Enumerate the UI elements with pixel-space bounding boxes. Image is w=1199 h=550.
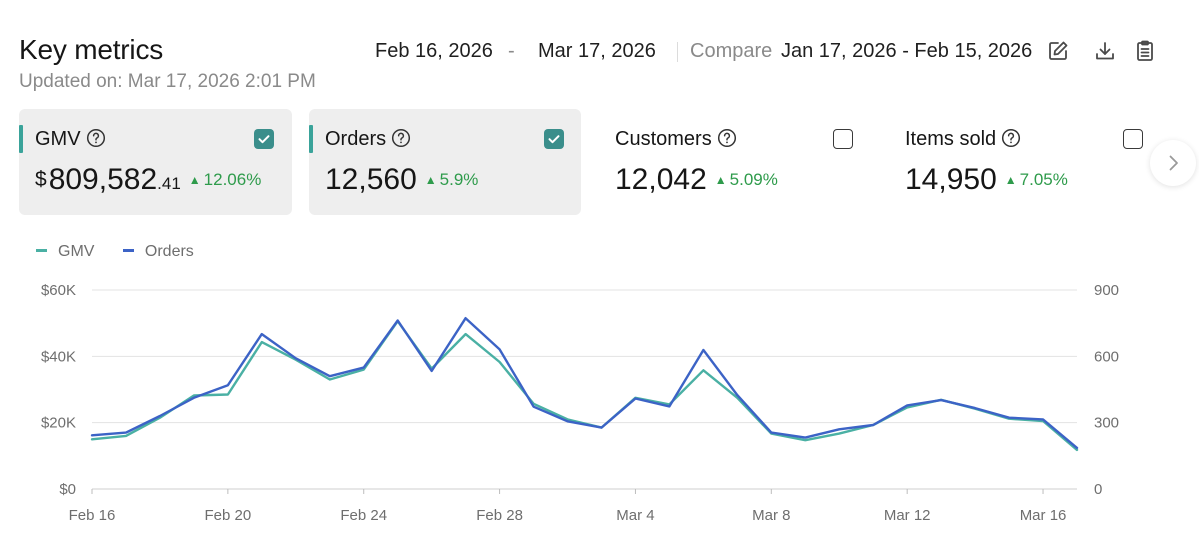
series-line-orders bbox=[90, 317, 1079, 450]
chart-legend: GMV Orders bbox=[36, 243, 218, 261]
y-right-tick-label: 600 bbox=[1094, 348, 1119, 365]
x-tick-label: Feb 28 bbox=[476, 507, 523, 524]
y-right-tick-label: 300 bbox=[1094, 415, 1119, 432]
value-cents: .41 bbox=[157, 174, 181, 193]
y-left-tick-label: $0 bbox=[59, 481, 76, 498]
legend-swatch-orders bbox=[122, 249, 134, 252]
change-indicator: ▲ 5.9% bbox=[424, 170, 479, 189]
x-tick-label: Mar 16 bbox=[1020, 507, 1067, 524]
divider bbox=[677, 42, 678, 62]
change-indicator: ▲ 5.09% bbox=[714, 170, 778, 189]
clipboard-icon[interactable] bbox=[1133, 39, 1157, 63]
y-left-tick-label: $40K bbox=[41, 348, 76, 365]
download-icon[interactable] bbox=[1093, 39, 1117, 63]
trend-up-icon: ▲ bbox=[714, 173, 727, 187]
line-chart: $0 0 $20K 300 $40K 600 $60K 900 Feb 16 Feb 20 Feb … bbox=[41, 282, 1119, 524]
help-icon[interactable] bbox=[1001, 128, 1021, 154]
y-left-tick-label: $20K bbox=[41, 415, 76, 432]
metric-label: Customers bbox=[615, 128, 737, 154]
legend-swatch-gmv bbox=[36, 249, 47, 252]
change-indicator: ▲ 12.06% bbox=[188, 170, 262, 189]
y-right-tick-label: 900 bbox=[1094, 282, 1119, 299]
y-left-tick-label: $60K bbox=[41, 282, 76, 299]
y-right-tick-label: 0 bbox=[1094, 481, 1102, 498]
help-icon[interactable] bbox=[391, 128, 411, 154]
value-main: 12,042 bbox=[615, 163, 707, 196]
x-tick-label: Feb 20 bbox=[205, 507, 252, 524]
x-tick-label: Feb 24 bbox=[340, 507, 387, 524]
change-indicator: ▲ 7.05% bbox=[1004, 170, 1068, 189]
metric-card-customers[interactable]: Customers 12,042 ▲ 5.09% bbox=[599, 109, 869, 215]
metric-value: 12,560 ▲ 5.9% bbox=[325, 163, 478, 197]
edit-icon[interactable] bbox=[1046, 39, 1070, 63]
metric-label: GMV bbox=[35, 128, 106, 154]
orders-checkbox[interactable] bbox=[544, 129, 564, 149]
date-range-end[interactable]: Mar 17, 2026 bbox=[538, 40, 656, 62]
compare-label: Compare bbox=[690, 40, 773, 62]
metric-card-orders[interactable]: Orders 12,560 ▲ 5.9% bbox=[309, 109, 581, 215]
value-main: 14,950 bbox=[905, 163, 997, 196]
trend-up-icon: ▲ bbox=[1004, 173, 1017, 187]
trend-up-icon: ▲ bbox=[188, 173, 201, 187]
help-icon[interactable] bbox=[86, 128, 106, 154]
value-main: 809,582 bbox=[48, 163, 158, 196]
metric-label: Items sold bbox=[905, 128, 1021, 154]
metric-card-gmv[interactable]: GMV $809,582.41 ▲ 12.06% bbox=[19, 109, 292, 215]
currency-symbol: $ bbox=[35, 168, 47, 191]
date-range-start[interactable]: Feb 16, 2026 bbox=[375, 40, 493, 62]
trend-up-icon: ▲ bbox=[424, 173, 437, 187]
page-title: Key metrics bbox=[19, 34, 164, 65]
x-tick-label: Mar 4 bbox=[616, 507, 654, 524]
items-sold-checkbox[interactable] bbox=[1123, 129, 1143, 149]
legend-item-gmv[interactable]: GMV bbox=[36, 243, 94, 261]
x-tick-label: Feb 16 bbox=[69, 507, 116, 524]
next-cards-button[interactable] bbox=[1150, 140, 1196, 186]
date-range-separator: - bbox=[508, 40, 515, 62]
metric-value: 14,950 ▲ 7.05% bbox=[905, 163, 1068, 197]
card-accent-bar bbox=[19, 125, 23, 153]
x-tick-label: Mar 8 bbox=[752, 507, 790, 524]
gmv-checkbox[interactable] bbox=[254, 129, 274, 149]
chevron-right-icon bbox=[1169, 155, 1178, 171]
metric-label: Orders bbox=[325, 128, 411, 154]
customers-checkbox[interactable] bbox=[833, 129, 853, 149]
metric-value: $809,582.41 ▲ 12.06% bbox=[35, 163, 261, 197]
legend-item-orders[interactable]: Orders bbox=[122, 243, 194, 261]
compare-date-range[interactable]: Jan 17, 2026 - Feb 15, 2026 bbox=[781, 40, 1033, 62]
x-tick-label: Mar 12 bbox=[884, 507, 931, 524]
series-line-gmv bbox=[90, 320, 1079, 452]
updated-timestamp: Updated on: Mar 17, 2026 2:01 PM bbox=[19, 71, 316, 92]
help-icon[interactable] bbox=[717, 128, 737, 154]
metric-value: 12,042 ▲ 5.09% bbox=[615, 163, 778, 197]
card-accent-bar bbox=[309, 125, 313, 153]
metric-card-items-sold[interactable]: Items sold 14,950 ▲ 7.05% bbox=[889, 109, 1159, 215]
value-main: 12,560 bbox=[325, 163, 417, 196]
